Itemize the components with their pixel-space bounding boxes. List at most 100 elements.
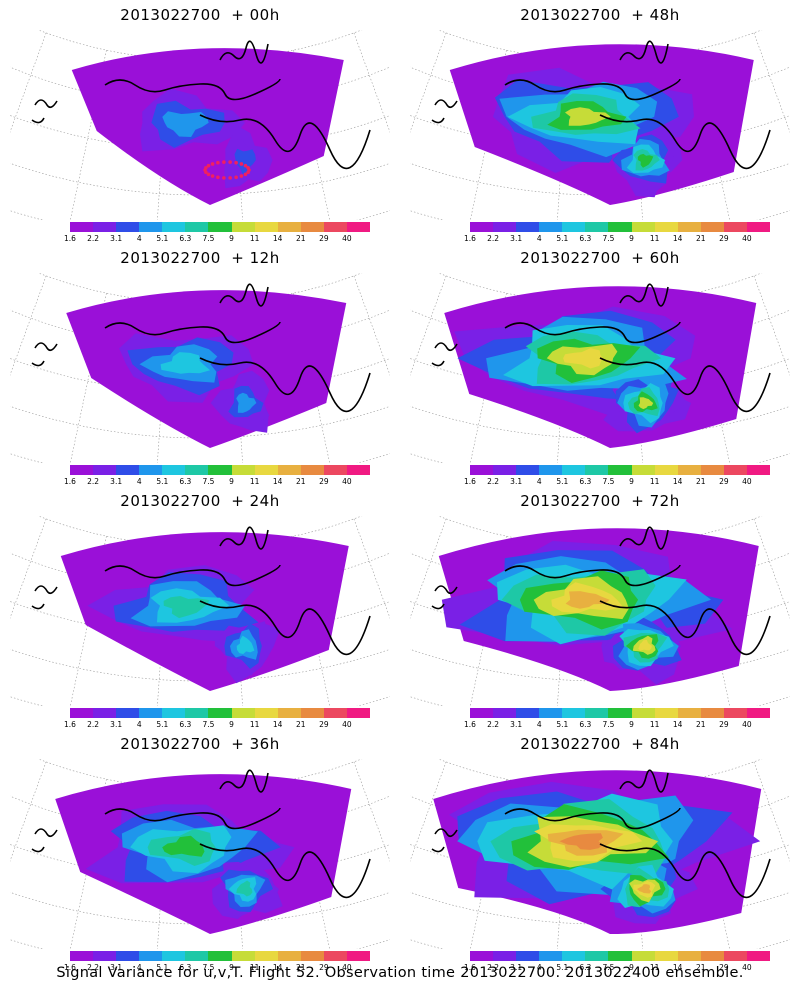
- colorbar-segment: [300, 708, 324, 718]
- figure-caption: Signal Variance for u,v,T. Flight 52. Ob…: [56, 965, 744, 981]
- colorbar-tick-label: 21: [295, 477, 306, 486]
- colorbar-segment: [254, 222, 278, 232]
- colorbar: [70, 708, 371, 718]
- colorbar-segment: [116, 222, 140, 232]
- colorbar-tick-label: 6.3: [179, 720, 192, 729]
- colorbar-tick-label: 2.2: [487, 963, 500, 972]
- colorbar: [70, 465, 371, 475]
- meridian-line: [10, 275, 47, 376]
- colorbar-tick-label: 3.1: [110, 477, 123, 486]
- latitude-line: [37, 759, 363, 790]
- colorbar-tick-label: 29: [719, 720, 729, 729]
- colorbar-segment: [677, 951, 701, 961]
- coastline: [431, 99, 458, 124]
- colorbar-segment: [231, 951, 255, 961]
- colorbar-labels: 1.6 2.2 3.1 4 5.1 6.3 7.5 9 11 14 21 29 40: [64, 234, 370, 244]
- colorbar-segment: [723, 465, 747, 475]
- colorbar-tick-label: 5.1: [156, 477, 169, 486]
- colorbar: [70, 951, 371, 961]
- variance-map: [10, 273, 390, 463]
- flight-point: [216, 160, 220, 165]
- colorbar-segment: [208, 951, 232, 961]
- coastline: [104, 564, 281, 587]
- colorbar-tick-label: 29: [319, 720, 329, 729]
- field-contour: [637, 884, 652, 894]
- colorbar-tick-label: 29: [319, 234, 329, 243]
- colorbar-segment: [493, 951, 517, 961]
- colorbar-tick-label: 29: [719, 477, 729, 486]
- colorbar-tick-label: 3.1: [110, 963, 123, 972]
- colorbar-tick-label: 40: [342, 963, 352, 972]
- colorbar-tick-label: 14: [272, 720, 283, 729]
- coastline: [619, 40, 669, 64]
- coastline: [504, 807, 681, 830]
- colorbar-tick-label: 14: [272, 234, 283, 243]
- flight-point: [210, 174, 215, 178]
- colorbar-tick-label: 40: [742, 477, 752, 486]
- latitude-line: [37, 273, 363, 304]
- colorbar-tick-label: 6.3: [579, 720, 592, 729]
- colorbar-segment: [254, 951, 278, 961]
- coastline: [504, 564, 681, 587]
- colorbar-tick-label: 21: [695, 477, 706, 486]
- colorbar-tick-label: 5.1: [556, 477, 569, 486]
- colorbar-segment: [208, 222, 232, 232]
- colorbar-segment: [277, 951, 301, 961]
- forecast-panel-36h: 2013022700 + 36h 1.6 2.2 3.1 4 5.1 6.3 7.5 9 11 1…: [10, 729, 390, 972]
- colorbar-tick-label: 4: [536, 963, 542, 972]
- colorbar-tick-label: 9: [629, 963, 634, 972]
- coastlines: [31, 40, 371, 170]
- colorbar-tick-label: 11: [249, 963, 260, 972]
- colorbar-segment: [746, 465, 771, 475]
- colorbar-segment: [231, 465, 255, 475]
- variance-field: [433, 770, 762, 935]
- field-contour: [160, 352, 211, 374]
- colorbar-segment: [185, 951, 209, 961]
- colorbar-tick-label: 21: [695, 720, 706, 729]
- panel-title: 2013022700 + 24h: [120, 492, 280, 510]
- meridian-line: [10, 761, 47, 862]
- coastlines: [31, 526, 371, 656]
- colorbar-tick-label: 1.6: [464, 234, 476, 243]
- colorbar-segment: [654, 708, 678, 718]
- colorbar-tick-label: 7.5: [202, 477, 215, 486]
- latitude-line: [37, 30, 363, 61]
- forecast-panel-12h: 2013022700 + 12h 1.6 2.2 3.1 4 5.1 6.3 7.5 9 11 1…: [10, 243, 390, 486]
- colorbar-segment: [93, 951, 117, 961]
- colorbar-tick-label: 4: [136, 720, 142, 729]
- colorbar-tick-label: 11: [649, 477, 660, 486]
- coastlines: [31, 769, 371, 899]
- colorbar-segment: [493, 708, 517, 718]
- colorbar-segment: [493, 465, 517, 475]
- colorbar-segment: [277, 708, 301, 718]
- coastline: [199, 600, 371, 656]
- forecast-panel-00h: 2013022700 + 00h 1.6 2.2 3.1 4 5.1 6.3 7.5 9 11 1…: [10, 0, 390, 243]
- coastline: [431, 828, 458, 853]
- coastline: [431, 342, 458, 367]
- coastline: [431, 585, 458, 610]
- colorbar-tick-label: 3.1: [510, 963, 523, 972]
- colorbar-segment: [93, 708, 117, 718]
- coastline: [199, 843, 371, 899]
- colorbar-segment: [346, 465, 371, 475]
- flight-track: [203, 160, 251, 180]
- flight-point: [206, 172, 211, 177]
- colorbar-segment: [323, 951, 347, 961]
- colorbar-segment: [185, 465, 209, 475]
- field-contour: [236, 880, 253, 897]
- colorbar-segment: [539, 951, 563, 961]
- colorbar-segment: [470, 708, 494, 718]
- colorbar-segment: [562, 708, 586, 718]
- colorbar-labels: 1.6 2.2 3.1 4 5.1 6.3 7.5 9 11 14 21 29 40: [64, 477, 370, 487]
- colorbar-segment: [516, 708, 540, 718]
- panel-title: 2013022700 + 48h: [520, 6, 680, 24]
- flight-point: [246, 170, 250, 175]
- colorbar-tick-label: 29: [719, 963, 729, 972]
- colorbar-segment: [516, 222, 540, 232]
- colorbar-segment: [585, 708, 609, 718]
- colorbar-tick-label: 2.2: [87, 477, 100, 486]
- coastline: [599, 600, 771, 656]
- colorbar-tick-label: 9: [229, 963, 234, 972]
- colorbar-tick-label: 4: [536, 234, 542, 243]
- colorbar-tick-label: 9: [229, 477, 234, 486]
